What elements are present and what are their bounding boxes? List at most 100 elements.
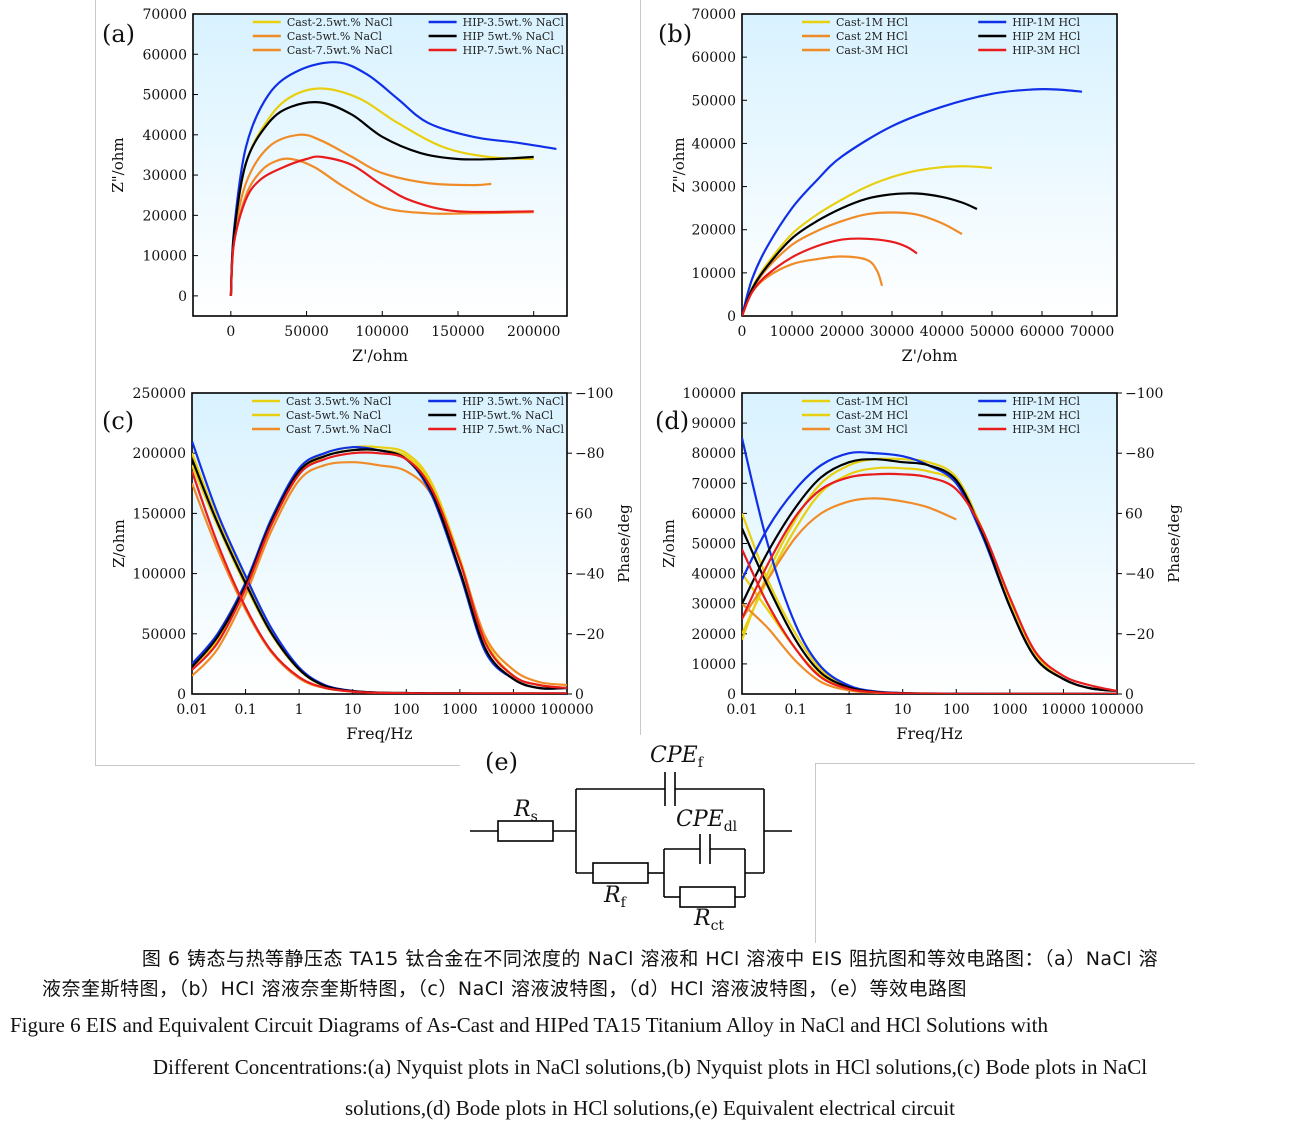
x-tick-label: 200000 <box>507 324 560 340</box>
x-tick-label: 0.1 <box>784 702 806 718</box>
y2-axis-label: Phase/deg <box>1165 504 1183 583</box>
y2-tick-label: 0 <box>575 687 584 703</box>
series-line-2 <box>229 133 492 296</box>
x-tick-label: 30000 <box>870 324 915 340</box>
x-axis-label: Freq/Hz <box>896 724 962 743</box>
legend-label: Cast-1M HCl <box>836 16 909 29</box>
legend-label: Cast-3M HCl <box>836 44 909 57</box>
series-group <box>742 87 1083 316</box>
series-line-6 <box>229 155 534 296</box>
series-line-5 <box>229 101 534 296</box>
label-cpe-dl: CPEdl <box>676 807 738 835</box>
y2-tick-label: 60 <box>1125 506 1143 522</box>
caption-cn-line1: 图 6 铸态与热等静压态 TA15 钛合金在不同浓度的 NaCl 溶液和 HCl… <box>141 948 1159 970</box>
y-tick-label: 60000 <box>691 506 736 522</box>
x-tick-label: 1000 <box>992 702 1028 718</box>
x-tick-label: 0 <box>226 324 235 340</box>
series-line-5 <box>742 192 978 316</box>
chart-panel-a: (a) 0 50000 100000 150000 200000 0 10000 20000 30… <box>102 7 568 365</box>
legend-label: Cast-5wt.% NaCl <box>286 409 382 422</box>
x-tick-label: 10 <box>894 702 912 718</box>
figure-border-right-stub <box>815 763 816 943</box>
caption-cn-line2: 液奈奎斯特图，（b）HCl 溶液奈奎斯特图，（c）NaCl 溶液波特图，（d）H… <box>42 978 967 1000</box>
y2-tick-label: −40 <box>1125 567 1155 583</box>
panel-a-label: (a) <box>102 20 135 48</box>
caption-en-line1: Figure 6 EIS and Equivalent Circuit Diag… <box>10 1013 1048 1037</box>
legend-label: HIP 3.5wt.% NaCl <box>462 395 564 408</box>
y-tick-label: 50000 <box>142 88 187 104</box>
series-line-4 <box>742 87 1083 316</box>
legend-label: HIP 5wt.% NaCl <box>463 30 555 43</box>
x-tick-label: 1 <box>845 702 854 718</box>
plot-area <box>193 14 567 316</box>
resistor-rf <box>592 862 649 884</box>
phase-line-6 <box>192 451 567 690</box>
x-axis-label: Z'/ohm <box>901 346 957 365</box>
y-axis-label: Z"/ohm <box>670 137 688 192</box>
y2-tick-label: −80 <box>575 446 605 462</box>
series-group <box>742 437 1117 694</box>
chart-panel-d: (d)0.01 0.1 1 10 100 1000 10000 100000010000200… <box>655 386 1183 743</box>
caption-en-line3: solutions,(d) Bode plots in HCl solution… <box>344 1096 956 1120</box>
y-tick-label: 40000 <box>142 128 187 144</box>
resistor-rct <box>679 886 736 908</box>
y-tick-label: 60000 <box>142 47 187 63</box>
figure-border-bottom-left <box>95 765 460 766</box>
x-tick-label: 100 <box>393 702 420 718</box>
series-line-6 <box>742 237 918 316</box>
y-tick-label: 20000 <box>691 627 736 643</box>
y-axis-label: Z/ohm <box>110 519 128 567</box>
y-tick-label: 40000 <box>691 136 736 152</box>
y-tick-label: 0 <box>178 289 187 305</box>
y-tick-label: 50000 <box>141 627 186 643</box>
x-tick-label: 0 <box>738 324 747 340</box>
label-rs: Rs <box>513 797 538 825</box>
panel-e-label: (e) <box>485 748 518 776</box>
y-tick-label: 50000 <box>691 93 736 109</box>
legend-label: Cast-1M HCl <box>836 395 909 408</box>
legend-label: HIP-1M HCl <box>1012 16 1080 29</box>
y-tick-label: 70000 <box>691 7 736 23</box>
legend-label: Cast 3.5wt.% NaCl <box>286 395 392 408</box>
x-tick-label: 20000 <box>820 324 865 340</box>
y-tick-label: 10000 <box>691 266 736 282</box>
series-line-4 <box>229 61 557 296</box>
chart-panel-b: (b) 0 10000 20000 30000 40000 50000 60000 70000 0… <box>658 7 1118 365</box>
legend-label: Cast-7.5wt.% NaCl <box>287 44 393 57</box>
y-tick-label: 250000 <box>133 386 186 402</box>
y-axis-label: Z/ohm <box>660 519 678 567</box>
y2-tick-label: −100 <box>1125 386 1163 402</box>
plot-area <box>192 393 567 694</box>
x-tick-label: 50000 <box>284 324 329 340</box>
y2-tick-label: −40 <box>575 567 605 583</box>
y2-tick-label: −20 <box>1125 627 1155 643</box>
legend-label: HIP-7.5wt.% NaCl <box>463 44 565 57</box>
y-tick-label: 100000 <box>133 567 186 583</box>
x-tick-label: 40000 <box>920 324 965 340</box>
legend-label: HIP-1M HCl <box>1012 395 1080 408</box>
legend-label: Cast 3M HCl <box>836 423 908 436</box>
plot-frame <box>192 13 568 317</box>
series-group <box>229 61 557 296</box>
x-tick-label: 10000 <box>491 702 536 718</box>
x-tick-label: 10000 <box>770 324 815 340</box>
x-tick-label: 100000 <box>540 702 593 718</box>
y2-tick-label: −100 <box>575 386 613 402</box>
y-tick-label: 30000 <box>691 180 736 196</box>
panel-c-label: (c) <box>102 407 134 435</box>
x-axis-label: Freq/Hz <box>346 724 412 743</box>
series-line-1 <box>742 165 993 316</box>
equivalent-circuit: (e) Rs CPEf CPEdl Rf Rct <box>470 743 792 934</box>
x-tick-label: 150000 <box>431 324 484 340</box>
y-tick-label: 60000 <box>691 50 736 66</box>
label-cpe-f: CPEf <box>650 743 705 771</box>
legend-label: HIP-2M HCl <box>1012 409 1080 422</box>
y-tick-label: 30000 <box>691 597 736 613</box>
y-tick-label: 90000 <box>691 416 736 432</box>
legend-label: HIP 2M HCl <box>1012 30 1081 43</box>
y-tick-label: 20000 <box>691 223 736 239</box>
y-tick-label: 150000 <box>133 506 186 522</box>
x-tick-label: 1000 <box>442 702 478 718</box>
x-tick-label: 10000 <box>1041 702 1086 718</box>
y-tick-label: 100000 <box>683 386 736 402</box>
